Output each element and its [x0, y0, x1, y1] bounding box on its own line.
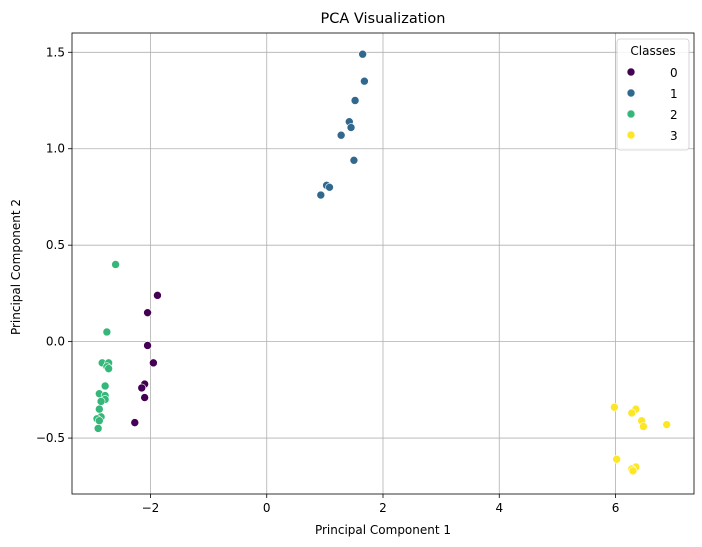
data-point-class-3: [662, 420, 671, 429]
data-point-class-3: [627, 408, 637, 418]
data-point-class-0: [153, 291, 162, 300]
legend-label-class-1: 1: [670, 87, 678, 101]
data-point-class-1: [350, 96, 360, 105]
data-point-class-3: [639, 422, 648, 431]
data-point-class-1: [349, 156, 359, 165]
axis-ticks: −2 0 2 4 6 −0.5 0.0 0.5 1.0 1.5: [36, 45, 619, 515]
legend-marker-class-3: [626, 130, 636, 140]
chart-title: PCA Visualization: [321, 11, 446, 27]
data-point-class-2: [111, 260, 120, 269]
grid: [72, 33, 694, 494]
legend-title: Classes: [630, 44, 675, 58]
data-point-class-2: [93, 424, 103, 433]
data-point-class-0: [149, 358, 158, 368]
data-points: [92, 49, 671, 476]
data-point-class-0: [143, 341, 152, 350]
y-tick-label: 0.5: [46, 238, 65, 252]
data-point-class-1: [360, 76, 369, 86]
data-point-class-1: [358, 49, 367, 59]
x-tick-label: 0: [263, 501, 271, 515]
x-tick-label: 6: [612, 501, 620, 515]
data-point-class-1: [316, 190, 326, 200]
x-axis-label: Principal Component 1: [315, 523, 451, 537]
x-tick-label: −2: [142, 501, 160, 515]
data-point-class-0: [143, 308, 152, 317]
x-tick-label: 4: [495, 501, 503, 515]
data-point-class-2: [104, 364, 113, 373]
data-point-class-2: [95, 416, 104, 426]
data-point-class-2: [96, 397, 106, 406]
legend-marker-class-0: [626, 67, 636, 77]
legend-marker-class-1: [626, 88, 636, 98]
data-point-class-1: [336, 130, 346, 140]
legend-label-class-3: 3: [670, 129, 678, 143]
legend-items: 0 1 2 3: [626, 66, 678, 143]
data-point-class-1: [346, 123, 356, 132]
data-point-class-2: [102, 327, 112, 337]
data-point-class-3: [628, 466, 638, 476]
data-point-class-2: [100, 381, 110, 391]
legend-marker-class-2: [626, 109, 636, 119]
y-axis-label: Principal Component 2: [9, 199, 23, 335]
legend-label-class-0: 0: [670, 66, 678, 80]
y-tick-label: 0.0: [46, 335, 65, 349]
data-point-class-0: [130, 418, 140, 427]
legend-box: [616, 38, 690, 151]
legend: Classes 0 1 2 3: [616, 38, 690, 151]
y-tick-label: −0.5: [36, 431, 65, 445]
legend-label-class-2: 2: [670, 108, 678, 122]
data-point-class-3: [610, 402, 619, 412]
data-point-class-3: [612, 454, 621, 464]
data-point-class-1: [325, 183, 334, 192]
data-point-class-2: [95, 404, 104, 414]
x-tick-label: 2: [379, 501, 387, 515]
data-point-class-0: [137, 383, 147, 393]
y-tick-label: 1.5: [46, 45, 65, 59]
y-tick-label: 1.0: [46, 142, 65, 156]
data-point-class-0: [140, 393, 149, 402]
